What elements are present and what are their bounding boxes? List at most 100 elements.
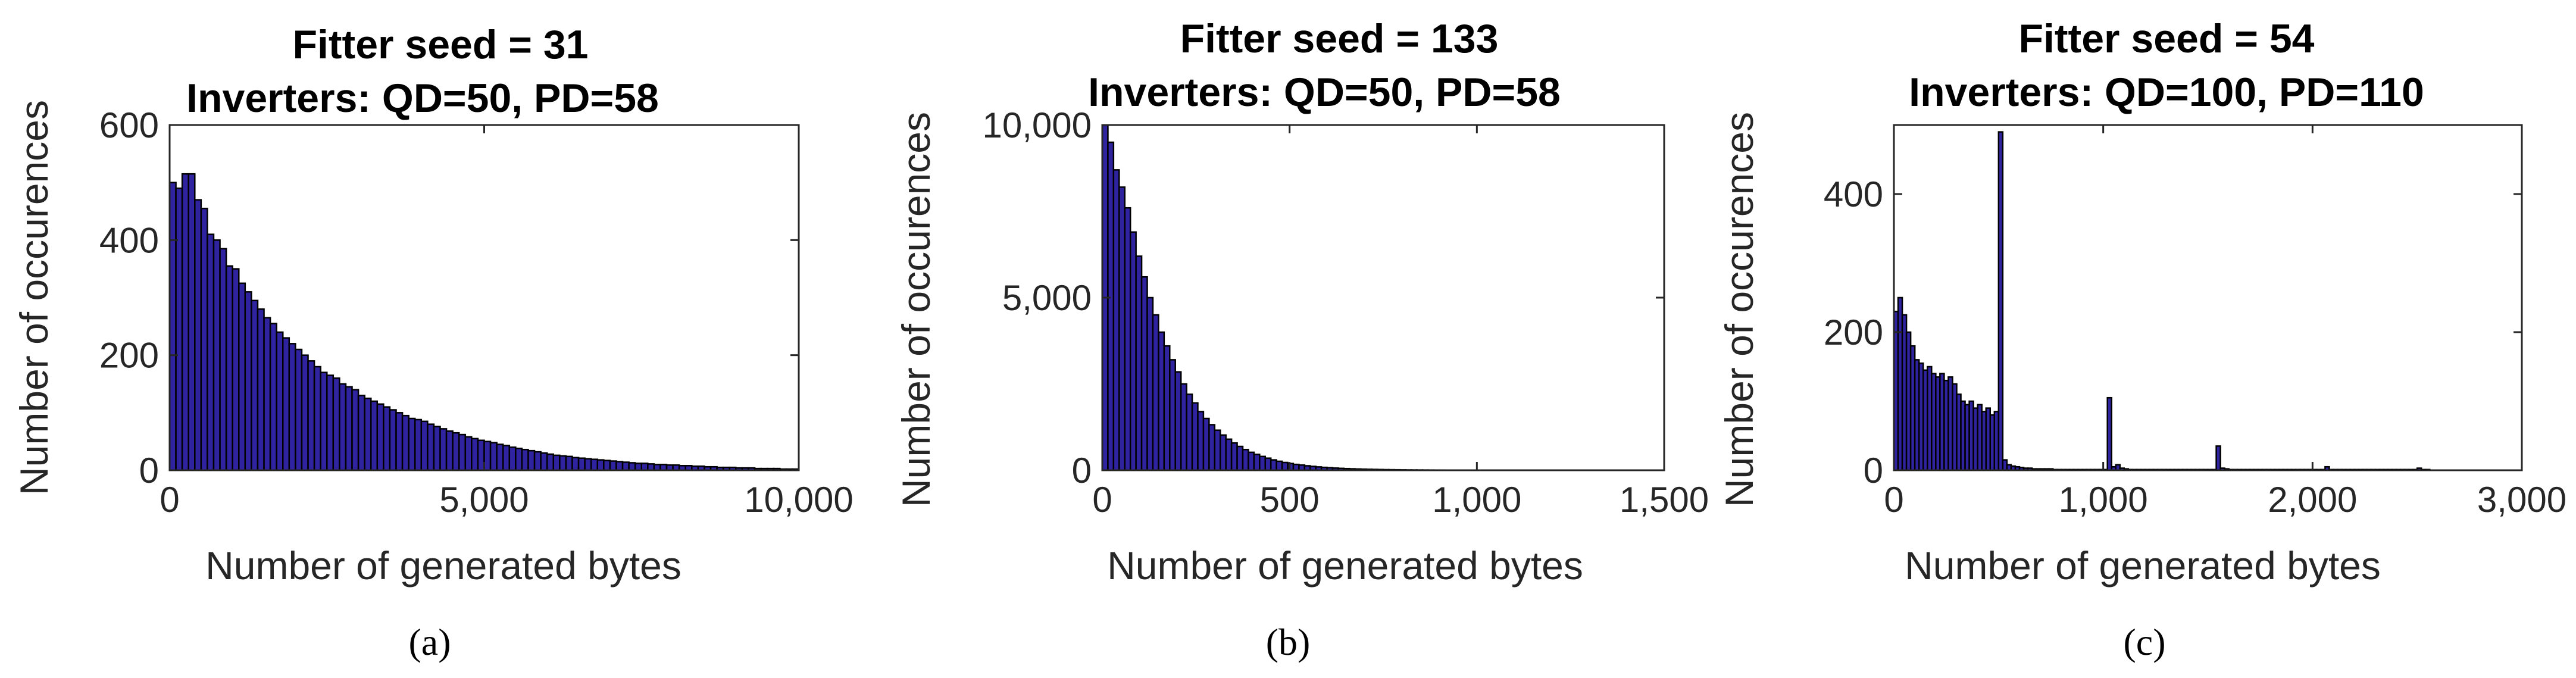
panel-a-bar-38	[408, 417, 416, 471]
panel-a-bar-75	[640, 463, 649, 471]
panel-a-bar-52	[496, 443, 504, 471]
panel-a-bar-27	[339, 383, 347, 471]
panel-a-bar-37	[401, 414, 409, 471]
panel-a-caption: (a)	[408, 621, 451, 663]
panel-a-bar-20	[295, 348, 303, 471]
panel-a-bar-17	[276, 331, 284, 471]
panel-a-bar-76	[647, 463, 655, 471]
panel-a-bar-60	[546, 453, 555, 471]
panel-a-bar-41	[427, 423, 435, 471]
panel-a-bar-62	[559, 455, 567, 471]
panel-a-bar-29	[351, 389, 359, 471]
panel-a-bar-65	[577, 457, 586, 471]
panel-a-bar-21	[301, 354, 309, 471]
panel-b-bar-33	[1287, 463, 1295, 471]
panel-a-bar-30	[357, 395, 365, 471]
panel-c-caption: (c)	[2123, 621, 2165, 663]
panel-a-bar-0	[168, 182, 177, 471]
panel-a-bar-33	[376, 403, 384, 471]
panel-b-title-line1: Fitter seed = 133	[1180, 16, 1499, 61]
panel-b-xtick-label-0: 0	[1092, 480, 1112, 520]
panel-a-bar-39	[414, 418, 423, 471]
panel-a-bar-59	[540, 452, 548, 471]
panel-a-bar-1	[175, 188, 183, 471]
panel-a-xtick-label-1: 5,000	[439, 480, 529, 520]
panel-a-bar-56	[521, 448, 529, 471]
panel-b-bar-24	[1236, 445, 1244, 471]
panel-b-xlabel: Number of generated bytes	[1107, 543, 1583, 588]
panel-a-bar-9	[225, 265, 233, 471]
panel-a-bar-68	[596, 459, 605, 471]
panel-a-bar-23	[313, 365, 321, 471]
panel-a-ticks: 0 5,000 10,000 0 200 400 600	[99, 105, 854, 520]
panel-a: Fitter seed = 31 Inverters: QD=50, PD=58…	[12, 22, 854, 663]
panel-c-ticks: 0 1,000 2,000 3,000 0 200 400	[1824, 125, 2566, 520]
panel-c-bar-51	[2106, 396, 2112, 471]
panel-a-bar-70	[609, 460, 617, 471]
panel-a-bar-43	[439, 428, 448, 471]
panel-b-bar-5	[1129, 231, 1137, 471]
panel-a-bar-11	[238, 282, 246, 471]
panel-b-bar-4	[1124, 207, 1131, 471]
panel-a-bar-25	[326, 374, 334, 471]
panel-a-bar-49	[477, 439, 485, 471]
panel-b-caption: (b)	[1266, 621, 1311, 663]
panel-a-bar-71	[615, 461, 624, 471]
panel-a-bar-3	[187, 173, 196, 471]
panel-a-bar-53	[502, 445, 511, 471]
panel-b-bars	[1101, 124, 1553, 471]
panel-a-ylabel: Number of occurences	[12, 100, 56, 495]
panel-c-xtick-label-2: 2,000	[2268, 480, 2357, 520]
panel-a-bar-36	[395, 412, 404, 471]
panel-b-bar-25	[1242, 448, 1249, 471]
panel-a-bar-13	[251, 299, 259, 471]
panel-a-bar-51	[489, 442, 498, 471]
panel-b-ytick-label-0: 0	[1072, 451, 1092, 490]
panel-b-bar-32	[1281, 461, 1289, 471]
panel-b-ytick-label-2: 10,000	[982, 105, 1092, 145]
panel-a-bar-28	[345, 386, 353, 471]
panel-a-bar-42	[433, 426, 441, 471]
panel-b-bar-22	[1225, 438, 1233, 471]
panel-b-xtick-label-2: 1,000	[1432, 480, 1521, 520]
panel-b-bar-6	[1135, 255, 1143, 471]
panel-b-ticks: 0 500 1,000 1,500 0 5,000 10,000	[982, 105, 1709, 520]
panel-a-bars	[168, 173, 800, 471]
panel-b-bar-2	[1112, 169, 1120, 471]
panel-b-bar-3	[1118, 186, 1126, 471]
panel-c-bar-25	[1997, 131, 2004, 471]
panel-b-bar-9	[1152, 314, 1159, 471]
panel-b-bar-29	[1264, 457, 1272, 471]
panel-a-bar-64	[571, 457, 580, 471]
panel-b-bar-18	[1202, 417, 1210, 471]
panel-a-bar-8	[219, 248, 227, 471]
panel-a-bar-22	[307, 360, 315, 471]
panel-b-bar-12	[1169, 359, 1176, 471]
panel-c-axes-frame	[1893, 124, 2523, 471]
panel-a-ytick-label-0: 0	[139, 451, 159, 490]
panel-a-bar-19	[288, 343, 296, 471]
panel-b-bar-26	[1248, 451, 1255, 471]
panel-b-bar-8	[1146, 296, 1154, 471]
panel-c-xtick-label-1: 1,000	[2059, 480, 2148, 520]
panel-a-bar-2	[181, 173, 189, 471]
panel-a-bar-18	[282, 337, 290, 471]
panel-b-bar-14	[1180, 383, 1187, 471]
panel-a-bar-31	[364, 397, 372, 471]
panel-a-bar-58	[533, 451, 542, 471]
panel-c-xtick-label-3: 3,000	[2477, 480, 2566, 520]
panel-b: Fitter seed = 133 Inverters: QD=50, PD=5…	[894, 16, 1709, 663]
panel-b-title-line2: Inverters: QD=50, PD=58	[1088, 70, 1561, 115]
panel-a-xlabel: Number of generated bytes	[205, 543, 681, 588]
panel-a-bar-45	[452, 432, 460, 471]
panel-a-xtick-label-2: 10,000	[744, 480, 854, 520]
panel-a-bar-40	[420, 420, 429, 471]
panel-c-xlabel: Number of generated bytes	[1905, 543, 2381, 588]
panel-a-bar-24	[320, 371, 328, 471]
panel-a-title-line2: Inverters: QD=50, PD=58	[186, 76, 659, 121]
panel-b-bar-21	[1219, 434, 1227, 471]
panel-a-bar-32	[370, 400, 379, 471]
panel-a-bar-34	[383, 406, 391, 471]
panel-a-bar-69	[603, 460, 611, 471]
panel-b-bar-19	[1208, 424, 1216, 471]
